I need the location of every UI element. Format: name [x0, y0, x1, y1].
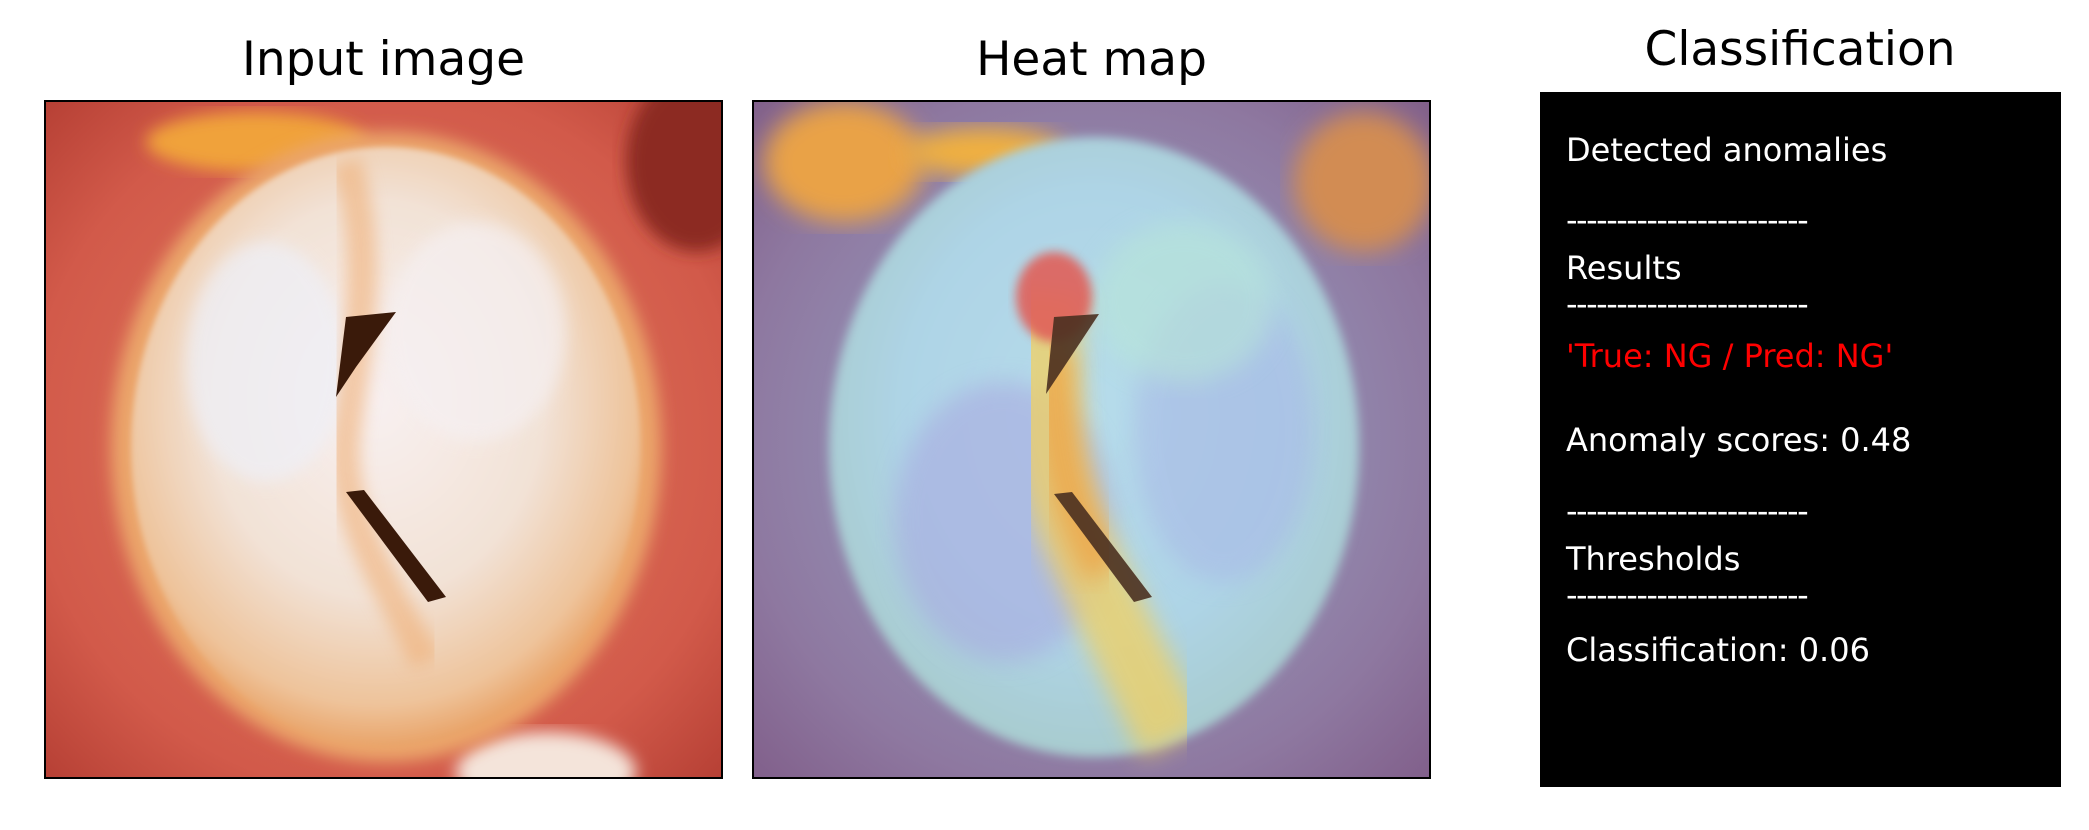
prediction-verdict: 'True: NG / Pred: NG': [1566, 337, 1894, 375]
classification-title: Classification: [1644, 22, 1956, 77]
divider: ------------------------: [1566, 576, 1809, 614]
input-image-title: Input image: [241, 32, 526, 87]
classification-panel: Detected anomalies ---------------------…: [1540, 92, 2061, 787]
anomaly-score: Anomaly scores: 0.48: [1566, 421, 1912, 459]
divider: ------------------------: [1566, 492, 1809, 530]
heat-map-image: [752, 100, 1431, 779]
input-image: [44, 100, 723, 779]
detected-anomalies-label: Detected anomalies: [1566, 131, 1888, 169]
divider: ------------------------: [1566, 201, 1809, 239]
classification-threshold: Classification: 0.06: [1566, 631, 1870, 669]
thresholds-label: Thresholds: [1566, 540, 1741, 578]
heat-map-title: Heat map: [976, 32, 1207, 87]
tooth-photo: [46, 102, 721, 777]
heat-map-overlay: [754, 102, 1429, 777]
results-label: Results: [1566, 249, 1682, 287]
divider: ------------------------: [1566, 285, 1809, 323]
